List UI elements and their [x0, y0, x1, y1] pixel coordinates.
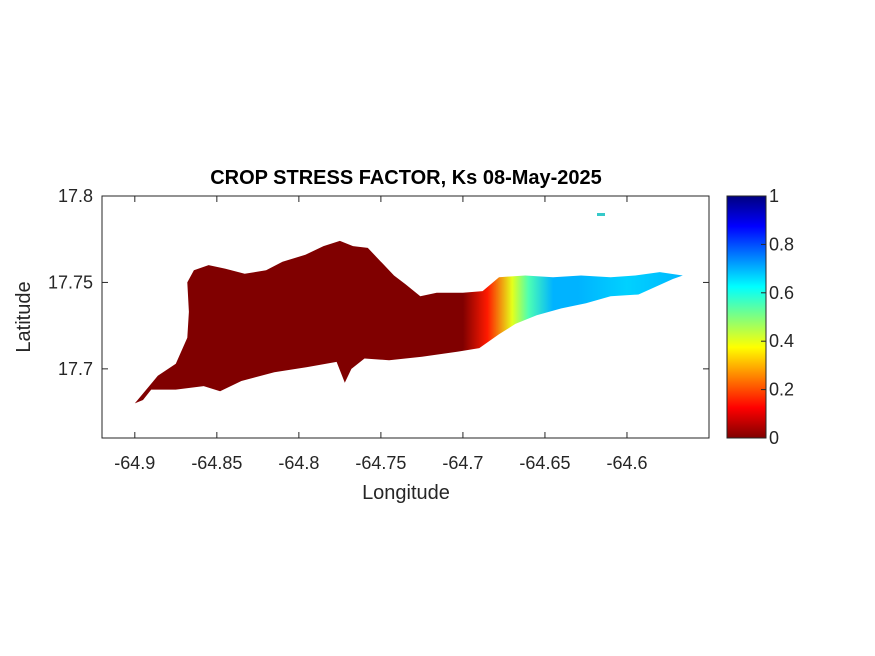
colorbar-tick-label: 0.8	[769, 234, 794, 254]
colorbar-tick-label: 0.4	[769, 331, 794, 351]
x-tick-label: -64.75	[355, 453, 406, 473]
colorbar-tick-label: 1	[769, 186, 779, 206]
colorbar-tick-label: 0.2	[769, 380, 794, 400]
x-tick-label: -64.85	[191, 453, 242, 473]
y-axis-ticks: 17.7 17.75 17.8	[48, 186, 709, 379]
y-tick-label: 17.8	[58, 186, 93, 206]
colorbar-tick-label: 0.6	[769, 283, 794, 303]
y-tick-label: 17.7	[58, 359, 93, 379]
colorbar-tick-label: 0	[769, 428, 779, 448]
island-stress-region	[134, 240, 683, 404]
x-axis-ticks: -64.9 -64.85 -64.8 -64.75 -64.7 -64.65 -64.6	[114, 196, 647, 473]
offshore-cay	[597, 213, 605, 216]
x-tick-label: -64.65	[519, 453, 570, 473]
x-tick-label: -64.8	[278, 453, 319, 473]
y-tick-label: 17.75	[48, 272, 93, 292]
x-tick-label: -64.7	[442, 453, 483, 473]
colorbar-ticks: 0 0.2 0.4 0.6 0.8 1	[761, 186, 794, 448]
x-tick-label: -64.9	[114, 453, 155, 473]
map-title: CROP STRESS FACTOR, Ks 08-May-2025	[210, 167, 602, 189]
x-tick-label: -64.6	[606, 453, 647, 473]
colorbar	[726, 195, 767, 439]
plot-frame	[101, 195, 710, 439]
y-axis-label: Latitude	[13, 281, 35, 352]
x-axis-label: Longitude	[362, 482, 450, 504]
